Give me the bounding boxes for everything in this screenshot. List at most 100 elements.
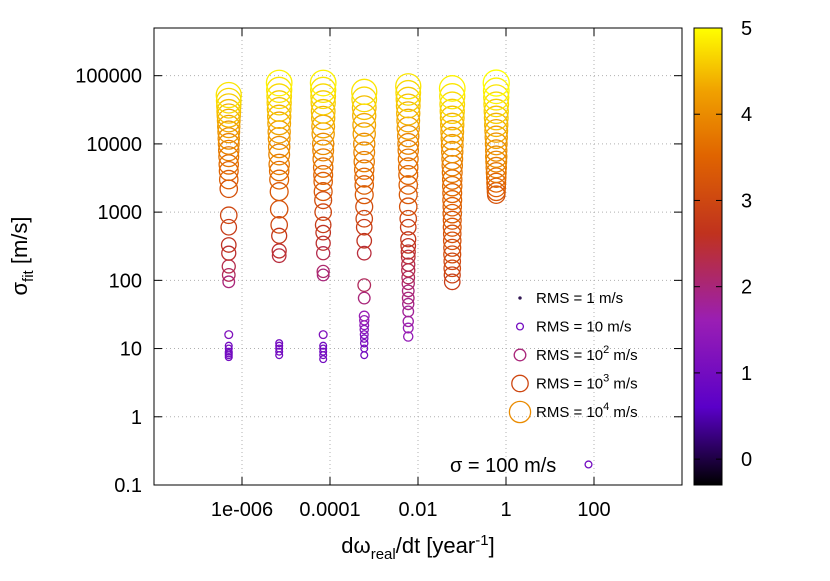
- y-tick-label: 1: [131, 407, 142, 429]
- data-points: [215, 69, 593, 469]
- data-point: [355, 209, 374, 228]
- data-point: [483, 84, 510, 111]
- data-point: [484, 112, 509, 138]
- data-point: [360, 351, 369, 360]
- legend-label: RMS = 10 m/s: [536, 319, 631, 336]
- data-point: [439, 91, 466, 118]
- legend-marker: [511, 374, 529, 393]
- data-point: [359, 338, 369, 348]
- data-point: [395, 79, 422, 106]
- data-point: [399, 209, 418, 228]
- data-point: [265, 69, 293, 97]
- data-point: [443, 259, 462, 278]
- data-point: [215, 81, 242, 109]
- data-point: [270, 216, 289, 234]
- data-point: [266, 104, 292, 129]
- sigma-annotation: σ = 100 m/s: [450, 455, 556, 477]
- data-point: [358, 310, 370, 322]
- data-point: [354, 167, 375, 188]
- data-point: [440, 119, 465, 144]
- data-point: [314, 191, 333, 210]
- data-point: [315, 224, 332, 241]
- data-point: [357, 291, 371, 305]
- colorbar: [693, 27, 723, 486]
- y-tick-label: 10000: [86, 134, 142, 156]
- data-point: [443, 245, 462, 264]
- data-point: [360, 344, 369, 353]
- data-point: [267, 135, 291, 159]
- data-point: [266, 90, 292, 116]
- legend-marker: [518, 296, 522, 300]
- data-point: [310, 105, 336, 131]
- data-point: [224, 330, 234, 340]
- data-point: [311, 132, 335, 156]
- data-point: [400, 249, 416, 265]
- colorbar-tick-label: 2: [741, 277, 752, 299]
- data-point: [402, 331, 414, 342]
- data-point: [266, 83, 293, 110]
- x-tick-label: 1: [500, 499, 511, 521]
- data-point: [220, 237, 237, 253]
- data-point: [221, 268, 236, 282]
- data-point: [396, 101, 421, 126]
- data-point: [400, 231, 417, 248]
- data-point: [358, 315, 370, 326]
- data-point: [352, 112, 377, 137]
- data-point: [316, 264, 330, 279]
- data-point: [266, 96, 292, 122]
- data-point: [395, 86, 421, 113]
- data-point: [485, 156, 508, 179]
- data-point: [439, 98, 465, 125]
- data-point: [442, 224, 462, 244]
- data-point: [439, 105, 465, 131]
- data-point: [357, 278, 372, 293]
- data-point: [484, 145, 508, 168]
- x-tick-label: 100: [577, 499, 610, 521]
- y-tick-label: 100: [109, 270, 142, 292]
- data-point: [217, 127, 241, 150]
- data-point: [275, 339, 284, 348]
- y-tick-label: 0.1: [114, 475, 142, 497]
- data-point: [443, 252, 462, 271]
- data-point: [359, 330, 369, 340]
- data-point: [268, 143, 291, 166]
- data-point: [312, 157, 334, 178]
- data-point: [402, 315, 414, 328]
- data-point: [442, 196, 463, 217]
- data-point: [482, 77, 510, 105]
- colorbar-tick-label: 4: [741, 104, 752, 126]
- data-point: [397, 148, 419, 170]
- data-point: [485, 162, 507, 184]
- data-point: [442, 210, 462, 230]
- data-point: [398, 185, 418, 205]
- data-point: [359, 334, 369, 343]
- data-point: [400, 237, 417, 254]
- data-point: [351, 78, 378, 105]
- data-point: [440, 112, 465, 138]
- data-point: [398, 164, 419, 186]
- x-tick-label: 0.01: [399, 499, 438, 521]
- data-point: [217, 120, 241, 144]
- data-point: [438, 75, 466, 102]
- data-point: [310, 90, 336, 116]
- data-point: [442, 217, 462, 237]
- colorbar-ticks: 0 1 2 3 4 5: [694, 18, 752, 471]
- data-point: [351, 95, 377, 121]
- data-point: [441, 154, 464, 177]
- data-point: [396, 108, 421, 133]
- data-point: [354, 175, 375, 195]
- data-point: [443, 266, 461, 284]
- data-point: [441, 175, 463, 197]
- data-point: [398, 175, 419, 195]
- data-point: [269, 182, 289, 202]
- data-point: [484, 132, 508, 156]
- data-point: [271, 243, 287, 259]
- legend-marker: [515, 322, 525, 331]
- data-point: [351, 86, 378, 113]
- data-point: [355, 197, 374, 216]
- data-point: [399, 218, 417, 236]
- data-point: [267, 127, 291, 150]
- data-point: [400, 244, 416, 260]
- legend: RMS = 1 m/s RMS = 10 m/s RMS = 102 m/s RMS …: [508, 290, 638, 424]
- data-point: [314, 203, 333, 221]
